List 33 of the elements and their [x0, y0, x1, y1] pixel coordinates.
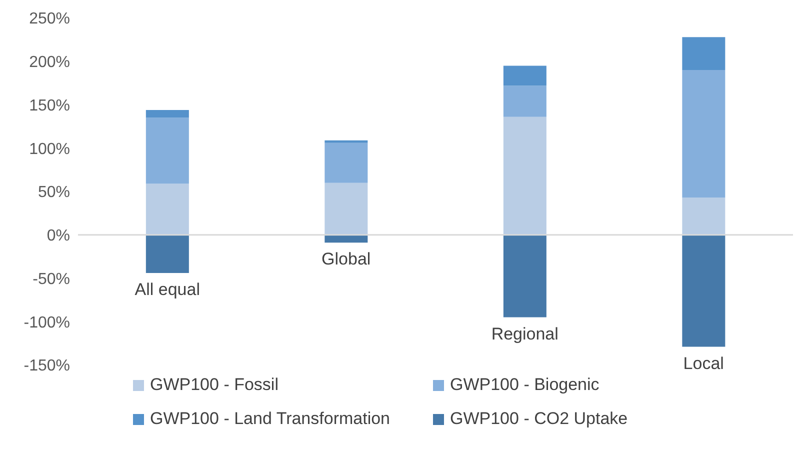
y-tick-label: 100% — [29, 140, 70, 158]
bar — [682, 198, 726, 235]
y-tick-label: 200% — [29, 54, 70, 72]
legend-label: GWP100 - Land Transformation — [150, 409, 390, 429]
bar — [682, 70, 726, 198]
bar — [682, 234, 726, 347]
legend-label: GWP100 - CO2 Uptake — [450, 409, 628, 429]
bar — [503, 66, 546, 86]
x-tick-label: Global — [322, 250, 371, 269]
bar — [503, 234, 546, 318]
bar — [324, 234, 368, 243]
bar — [146, 184, 189, 235]
legend-label: GWP100 - Fossil — [150, 375, 278, 395]
y-tick-label: -100% — [24, 314, 70, 332]
y-tick-label: -50% — [32, 270, 70, 288]
bar — [503, 86, 546, 117]
y-tick-label: 250% — [29, 10, 70, 28]
bar — [324, 142, 368, 183]
bar — [146, 110, 189, 118]
x-tick-label: Local — [683, 354, 724, 373]
bar — [146, 234, 189, 274]
bar — [503, 116, 546, 235]
legend-label: GWP100 - Biogenic — [450, 375, 600, 395]
y-tick-label: 150% — [29, 97, 70, 114]
bar — [682, 37, 726, 70]
y-tick-label: 50% — [38, 184, 70, 202]
x-tick-label: Regional — [491, 324, 558, 344]
bar — [324, 140, 368, 143]
bar — [146, 118, 189, 184]
y-tick-label: -150% — [24, 358, 70, 375]
x-tick-label: All equal — [134, 280, 200, 300]
bar — [324, 182, 368, 235]
y-tick-label: 0% — [46, 228, 70, 245]
